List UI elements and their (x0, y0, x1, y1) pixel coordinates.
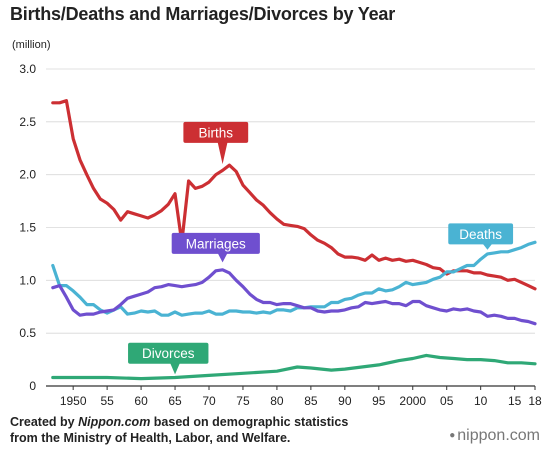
x-tick-label: 90 (338, 394, 352, 408)
x-tick-label: 75 (236, 394, 250, 408)
series-line-births (51, 99, 537, 291)
x-tick-label: 10 (474, 394, 488, 408)
series-line-divorces (51, 353, 537, 381)
nippon-dot-icon: ● (449, 430, 456, 441)
x-axis-ticks: 1950 55 60 65 70 75 80 85 90 95 2000 05 10 15 18 (60, 386, 542, 408)
label-pointer (170, 362, 181, 375)
series-lines (51, 99, 537, 381)
series-line-deaths (51, 240, 537, 317)
label-pointer (217, 252, 228, 263)
label-box (183, 121, 249, 143)
series-label-births: Births (183, 121, 249, 165)
y-tick-label: 0 (29, 379, 36, 393)
y-tick-label: 1.5 (19, 221, 36, 235)
label-box (128, 342, 209, 364)
x-tick-label: 70 (202, 394, 216, 408)
x-tick-label: 15 (508, 394, 522, 408)
series-line-marriages (51, 268, 537, 326)
label-box (448, 223, 514, 245)
y-tick-label: 2.0 (19, 168, 36, 182)
x-tick-label: 1950 (60, 394, 87, 408)
x-tick-label: 18 (528, 394, 542, 408)
y-axis-unit-label: (million) (12, 39, 51, 51)
x-tick-label: 80 (270, 394, 284, 408)
label-text: Deaths (459, 227, 502, 242)
line-chart: 0 0.5 1.0 1.5 2.0 2.5 3.0 1950 55 60 65 70 75 80 85 90… (19, 62, 542, 408)
x-tick-label: 85 (304, 394, 318, 408)
series-label-marriages: Marriages (171, 232, 260, 263)
source-line-2: from the Ministry of Health, Labor, and … (10, 431, 291, 445)
x-tick-label: 60 (134, 394, 148, 408)
source-note: Created by Nippon.com based on demograph… (10, 414, 348, 446)
source-suffix: based on demographic statistics (150, 415, 349, 429)
label-text: Divorces (142, 346, 195, 361)
series-labels: Births Deaths Marriages Divorces (128, 121, 514, 375)
y-axis-ticks: 0 0.5 1.0 1.5 2.0 2.5 3.0 (19, 62, 36, 393)
series-label-divorces: Divorces (128, 342, 209, 375)
label-text: Births (199, 125, 234, 140)
x-tick-label: 95 (372, 394, 386, 408)
y-tick-label: 3.0 (19, 62, 36, 76)
x-tick-label: 2000 (399, 394, 426, 408)
chart-title: Births/Deaths and Marriages/Divorces by … (10, 4, 396, 24)
logo-text: nippon.com (457, 427, 540, 444)
y-tick-label: 2.5 (19, 115, 36, 129)
label-text: Marriages (186, 236, 246, 251)
source-brand: Nippon.com (78, 415, 151, 429)
grid-lines (46, 68, 535, 387)
source-prefix: Created by (10, 415, 79, 429)
x-tick-label: 05 (440, 394, 454, 408)
series-label-deaths: Deaths (448, 223, 514, 250)
y-tick-label: 0.5 (19, 326, 36, 340)
x-tick-label: 55 (100, 394, 114, 408)
label-pointer (482, 243, 493, 250)
x-tick-label: 65 (168, 394, 182, 408)
y-tick-label: 1.0 (19, 273, 36, 287)
label-pointer (217, 141, 228, 165)
label-box (171, 232, 260, 254)
nippon-logo: ● nippon.com (449, 427, 540, 445)
